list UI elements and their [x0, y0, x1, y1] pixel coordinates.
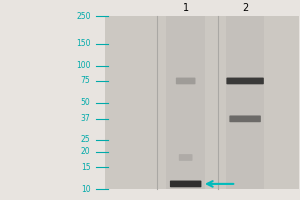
Text: 20: 20	[81, 147, 91, 156]
FancyBboxPatch shape	[170, 181, 201, 187]
Text: 100: 100	[76, 61, 91, 70]
Text: 25: 25	[81, 135, 91, 144]
Text: 75: 75	[81, 76, 91, 85]
FancyBboxPatch shape	[230, 115, 261, 122]
FancyBboxPatch shape	[226, 16, 264, 189]
Text: 37: 37	[81, 114, 91, 123]
FancyBboxPatch shape	[226, 78, 264, 84]
Text: 1: 1	[183, 3, 189, 13]
Text: 10: 10	[81, 185, 91, 194]
Text: 50: 50	[81, 98, 91, 107]
FancyBboxPatch shape	[105, 16, 298, 189]
Text: 150: 150	[76, 39, 91, 48]
FancyBboxPatch shape	[179, 154, 193, 161]
Text: 15: 15	[81, 163, 91, 172]
FancyBboxPatch shape	[176, 78, 196, 84]
Text: 2: 2	[242, 3, 248, 13]
Text: 250: 250	[76, 12, 91, 21]
FancyBboxPatch shape	[166, 16, 205, 189]
